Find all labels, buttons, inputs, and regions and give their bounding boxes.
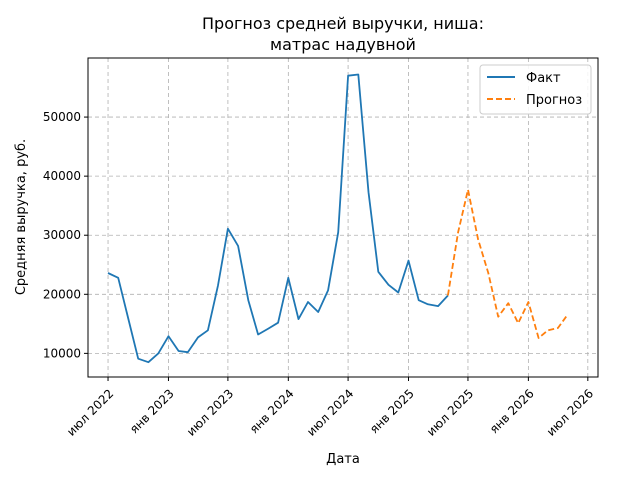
series-line-fact (107, 73, 449, 364)
series-lines (107, 73, 569, 364)
legend: Факт Прогноз (479, 64, 592, 115)
plot-area-frame (87, 57, 599, 378)
legend-label-forecast: Прогноз (526, 93, 582, 108)
y-tick-label: 30000 (43, 228, 81, 242)
legend-label-fact: Факт (526, 71, 561, 86)
y-tick-label: 10000 (43, 346, 81, 360)
grid-lines (88, 58, 598, 377)
y-tick-label: 20000 (43, 287, 81, 301)
y-axis-ticks: 10000 20000 30000 40000 50000 (43, 110, 88, 360)
chart-title-line-1: Прогноз средней выручки, ниша: (202, 14, 484, 33)
y-tick-label: 40000 (43, 169, 81, 183)
x-axis-label: Дата (326, 452, 360, 467)
y-axis-label: Средняя выручка, руб. (14, 139, 29, 295)
series-line-forecast (447, 188, 569, 339)
y-tick-label: 50000 (43, 110, 81, 124)
chart-title-line-2: матрас надувной (270, 35, 416, 54)
